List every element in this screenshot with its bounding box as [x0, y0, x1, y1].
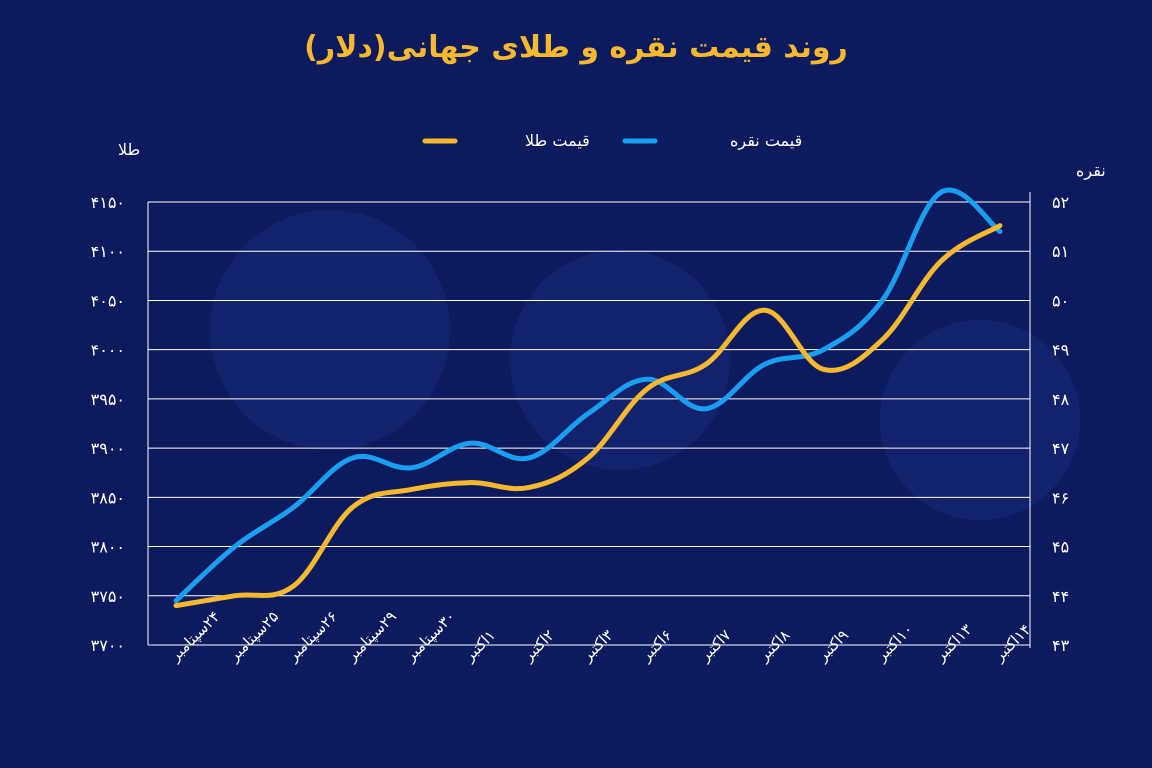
right-tick-label: ۴۴ — [1052, 587, 1069, 606]
x-tick-label: ۳۰سپتامبر — [401, 607, 460, 666]
left-tick-label: ۳۹۰۰ — [91, 439, 125, 458]
right-axis-label: نقره — [1076, 161, 1106, 181]
grid-lines — [147, 192, 1031, 648]
x-tick-label: ۷اکتبر — [695, 626, 734, 665]
left-tick-label: ۳۷۵۰ — [91, 587, 125, 606]
x-tick-label: ۸اکتبر — [754, 626, 793, 665]
left-axis-label: طلا — [118, 140, 140, 159]
left-tick-label: ۳۸۰۰ — [91, 538, 125, 557]
left-tick-label: ۳۸۵۰ — [91, 488, 125, 507]
legend-label-gold: قیمت طلا — [525, 131, 590, 150]
legend-label-silver: قیمت نقره — [730, 131, 802, 151]
gold-price-line — [173, 223, 1003, 609]
x-tick-label: ۲۹سپتامبر — [342, 607, 401, 666]
right-tick-label: ۴۹ — [1052, 341, 1069, 360]
right-tick-label: ۴۸ — [1052, 390, 1070, 409]
x-tick-label: ۱۰اکتبر — [872, 620, 917, 665]
right-tick-label: ۴۶ — [1052, 488, 1069, 507]
chart-title: روند قیمت نقره و طلای جهانی(دلار) — [304, 30, 848, 65]
right-axis-ticks: ۴۳ ۴۴ ۴۵ ۴۶ ۴۷ ۴۸ ۴۹ ۵۰ ۵۱ ۵۲ — [1052, 193, 1070, 655]
x-axis-ticks: ۲۴سپتامبر ۲۵سپتامبر ۲۶سپتامبر ۲۹سپتامبر ۳۰سپ… — [165, 607, 1034, 666]
left-tick-label: ۴۱۰۰ — [91, 242, 125, 261]
left-tick-label: ۴۱۵۰ — [91, 193, 125, 212]
left-tick-label: ۴۰۰۰ — [91, 341, 125, 360]
left-tick-label: ۳۹۵۰ — [91, 390, 125, 409]
x-tick-label: ۱۳اکتبر — [931, 620, 976, 665]
watermark-logo — [210, 210, 1080, 520]
x-tick-label: ۲۵سپتامبر — [224, 607, 283, 666]
left-tick-label: ۴۰۵۰ — [91, 291, 125, 310]
x-tick-label: ۱اکتبر — [460, 626, 499, 665]
left-tick-label: ۳۷۰۰ — [91, 636, 125, 655]
legend: قیمت طلا قیمت نقره — [422, 131, 802, 151]
x-tick-label: ۹اکتبر — [813, 626, 852, 665]
right-tick-label: ۵۱ — [1052, 242, 1069, 261]
x-tick-label: ۳اکتبر — [577, 626, 616, 665]
right-tick-label: ۵۰ — [1052, 291, 1069, 310]
right-tick-label: ۴۳ — [1052, 636, 1070, 655]
right-tick-label: ۴۷ — [1052, 439, 1070, 458]
right-tick-label: ۴۵ — [1052, 538, 1069, 557]
x-tick-label: ۱۴اکتبر — [989, 620, 1034, 665]
x-tick-label: ۲اکتبر — [519, 626, 558, 665]
series-group — [173, 187, 1003, 609]
x-tick-label: ۶اکتبر — [636, 626, 675, 665]
x-tick-label: ۲۴سپتامبر — [165, 607, 224, 666]
x-tick-label: ۲۶سپتامبر — [283, 607, 342, 666]
left-axis-ticks: ۳۷۰۰ ۳۷۵۰ ۳۸۰۰ ۳۸۵۰ ۳۹۰۰ ۳۹۵۰ ۴۰۰۰ ۴۰۵۰ ۴۱۰۰ ۴۱۵۰ — [91, 193, 125, 655]
right-tick-label: ۵۲ — [1052, 193, 1069, 212]
